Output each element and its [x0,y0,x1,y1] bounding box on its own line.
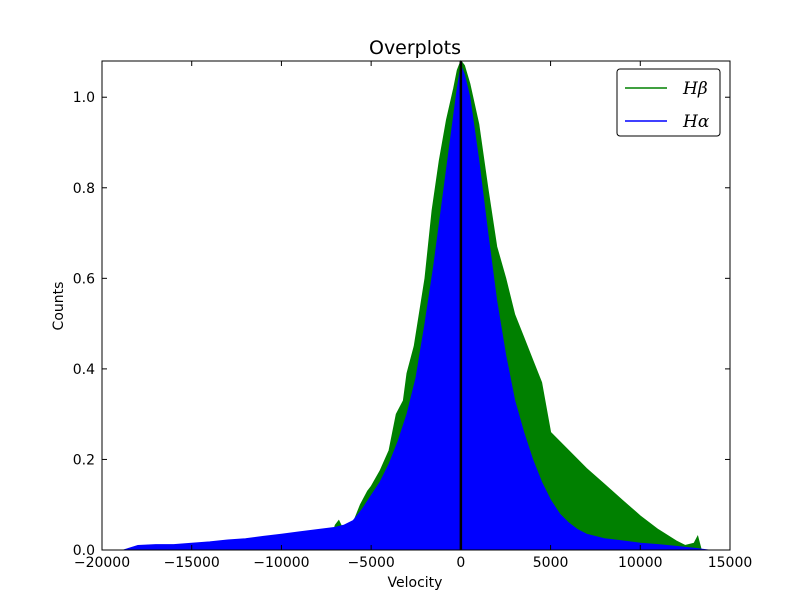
y-tick-label: 0.6 [73,271,95,287]
x-tick-label: 5000 [533,555,569,571]
x-tick-label: −5000 [347,555,394,571]
y-tick-label: 0.2 [73,452,95,468]
y-tick-label: 1.0 [73,90,95,106]
series-area-h-alpha [123,63,709,551]
legend-label: Hβ [682,79,708,99]
y-axis-label: Counts [51,282,67,331]
y-tick-label: 0.4 [73,362,95,378]
plot-frame [101,60,731,551]
x-tick-label: −20000 [74,555,130,571]
chart-title: Overplots [369,37,461,59]
y-axis: 0.0 0.2 0.4 0.6 0.8 1.0 [73,90,730,559]
x-axis-label: Velocity [388,575,443,591]
plot-area [123,60,709,551]
x-tick-label: −15000 [164,555,220,571]
legend: Hβ Hα [616,68,721,137]
y-tick-label: 0.8 [73,181,95,197]
legend-box [616,68,721,137]
x-tick-label: 0 [456,555,465,571]
x-tick-label: 15000 [708,555,753,571]
y-tick-label: 0.0 [73,543,95,559]
x-tick-label: 10000 [618,555,663,571]
x-tick-label: −10000 [253,555,309,571]
legend-label: Hα [682,112,710,132]
x-axis: −20000 −15000 −10000 −5000 0 5000 10000 15000 [74,61,752,571]
